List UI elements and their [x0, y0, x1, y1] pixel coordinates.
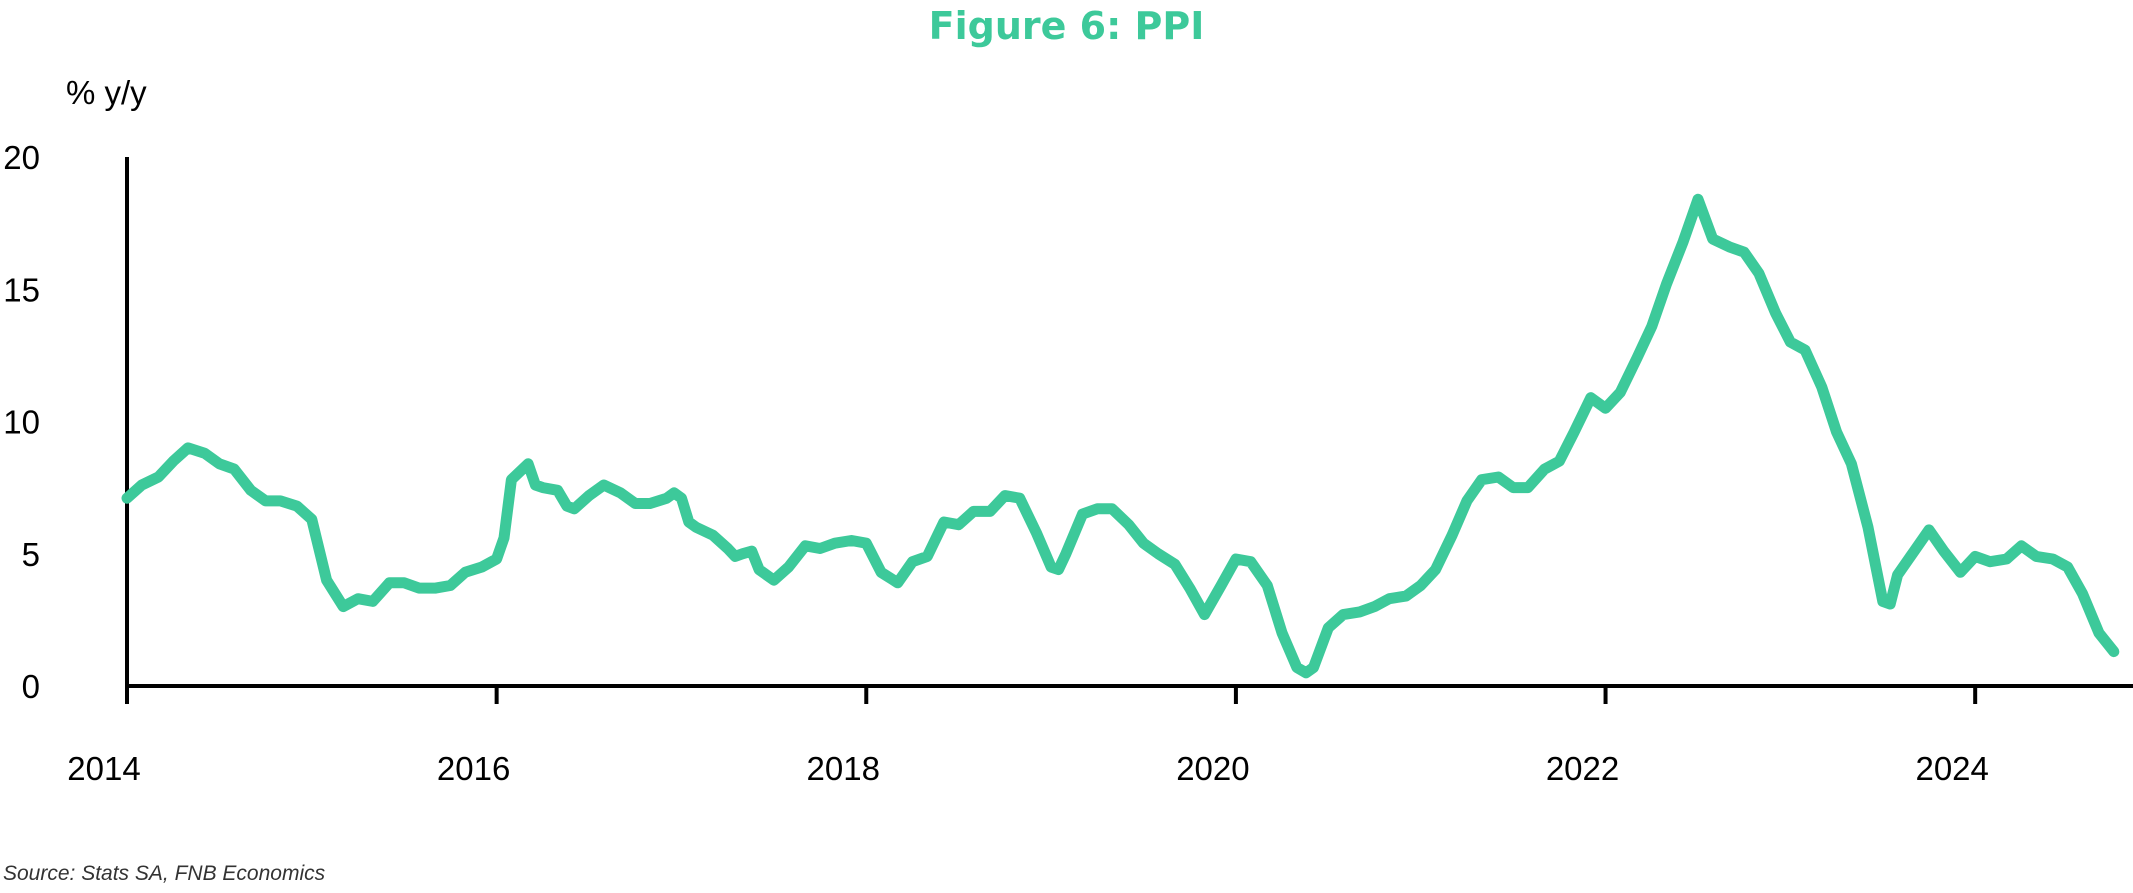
chart-title: Figure 6: PPI — [928, 4, 1205, 48]
y-tick-label: 0 — [22, 668, 40, 705]
y-tick-label: 20 — [3, 139, 40, 176]
x-tick-label: 2014 — [67, 750, 140, 787]
y-tick-label: 5 — [22, 536, 40, 573]
ppi-series-line — [121, 193, 2120, 679]
source-note: Source: Stats SA, FNB Economics — [3, 862, 326, 885]
y-axis-label: % y/y — [66, 74, 147, 111]
x-tick-label: 2018 — [807, 750, 880, 787]
x-tick-label: 2024 — [1915, 750, 1988, 787]
y-tick-label: 10 — [3, 404, 40, 441]
x-tick-label: 2022 — [1546, 750, 1619, 787]
x-tick-label: 2020 — [1176, 750, 1249, 787]
y-tick-label: 15 — [3, 271, 40, 308]
x-tick-label: 2016 — [437, 750, 510, 787]
